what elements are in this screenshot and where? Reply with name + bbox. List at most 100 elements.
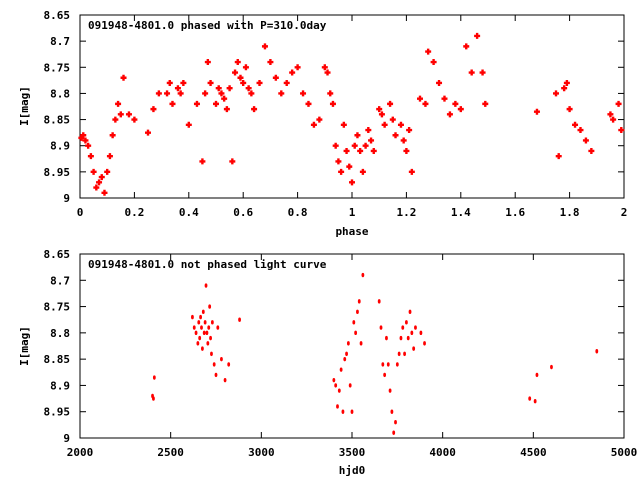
x-tick-label: 2500 [157,446,184,459]
data-point [368,137,375,144]
data-point [348,383,352,388]
data-point [197,320,201,325]
data-point [550,364,553,370]
data-point [145,129,151,136]
y-tick-label: 8.7 [50,35,70,48]
y-tick-label: 9 [63,192,70,205]
x-tick-label: 3000 [248,446,275,459]
data-point [106,153,113,160]
data-point [85,142,92,149]
data-point [194,330,198,336]
data-point [359,341,363,346]
data-point [289,69,296,76]
x-tick-label: 2000 [67,446,94,459]
data-point [482,100,489,107]
data-point [334,383,338,388]
data-point [332,142,339,149]
data-point [201,309,205,315]
data-point [125,111,132,118]
data-point [227,362,231,367]
data-point [381,121,388,128]
y-tick-label: 8.75 [44,61,71,74]
data-point [237,74,244,81]
data-point [199,314,202,320]
y-tick-label: 8.95 [44,166,71,179]
data-point [150,106,157,113]
data-point [406,335,410,341]
data-point [208,304,212,309]
y-tick-label: 8.75 [44,301,71,314]
data-point [200,325,203,330]
data-point [403,351,406,357]
data-point [422,100,429,107]
data-point [386,362,390,367]
data-point [93,184,100,191]
x-tick-label: 1.8 [560,206,580,219]
x-tick-label: 0.2 [124,206,144,219]
data-point [251,106,258,113]
data-point [408,309,412,315]
unphased-light-curve-panel: 091948-4801.0 not phased light curve hjd… [18,248,637,477]
data-point [533,108,540,115]
data-point [152,375,156,380]
data-point [204,59,211,66]
axis-ticks: 2000 2500 3000 3500 4000 4500 5000 8.65 8.7 8.75 8… [44,248,638,459]
data-point [351,142,358,149]
data-point [378,111,385,118]
y-tick-label: 8.8 [50,327,70,340]
data-point [214,372,218,378]
data-point [397,121,404,128]
data-point [350,409,354,414]
data-point [535,372,539,378]
data-point [155,90,162,97]
plot-frame [79,14,625,199]
data-point [394,420,397,425]
data-point [365,127,372,134]
data-point [210,351,213,357]
data-point [218,90,225,97]
data-point [207,325,211,330]
data-point [80,132,87,139]
data-point [354,330,358,336]
data-point [109,132,116,139]
data-point [238,317,241,322]
data-point [177,90,184,97]
data-point [561,85,568,92]
data-point [193,100,200,107]
data-point [203,320,207,325]
chart-title: 091948-4801.0 phased with P=310.0day [88,19,327,32]
data-point [78,134,85,141]
data-point [615,100,622,107]
data-point [406,127,413,134]
phased-light-curve-panel: 091948-4801.0 phased with P=310.0day pha… [18,9,627,238]
data-point [441,95,448,102]
data-point [90,168,97,175]
data-point [577,127,584,134]
data-point [212,362,216,367]
data-point [112,116,119,123]
y-axis-label: I[mag] [18,86,31,126]
data-point [563,79,570,86]
data-point [336,404,339,409]
data-point [169,100,176,107]
data-point [339,367,343,372]
data-point [205,330,209,336]
data-point [338,168,345,175]
data-point [324,69,331,76]
data-point [310,121,317,128]
data-point [533,399,537,404]
data-point [395,362,399,367]
data-point [383,372,387,378]
data-point [115,100,122,107]
data-point [201,346,204,351]
data-point [405,320,408,325]
data-point [267,59,274,66]
data-point [226,85,233,92]
data-point [256,79,263,86]
data-point [166,79,173,86]
data-point [152,396,155,401]
data-point [215,85,222,92]
data-point [216,325,220,330]
data-point [180,79,187,86]
